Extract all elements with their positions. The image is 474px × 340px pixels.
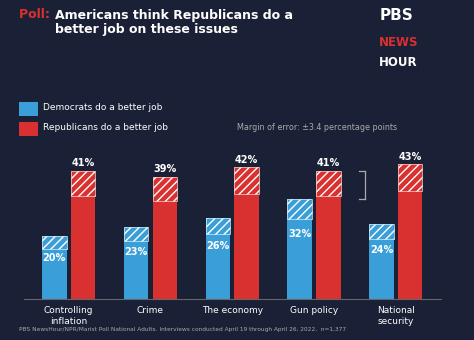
- Bar: [234, 167, 259, 299]
- Bar: [153, 177, 177, 201]
- Bar: [287, 199, 312, 299]
- Text: 23%: 23%: [125, 247, 148, 257]
- Text: 42%: 42%: [235, 155, 258, 165]
- Bar: [398, 164, 422, 191]
- Text: PBS: PBS: [379, 8, 413, 23]
- Bar: [287, 199, 312, 219]
- Bar: [398, 164, 422, 299]
- Text: Margin of error: ±3.4 percentage points: Margin of error: ±3.4 percentage points: [237, 123, 397, 132]
- Text: 32%: 32%: [288, 229, 311, 239]
- Text: 26%: 26%: [206, 241, 229, 251]
- Bar: [71, 171, 95, 196]
- Bar: [71, 171, 95, 299]
- Text: Republicans do a better job: Republicans do a better job: [43, 123, 168, 132]
- Text: 20%: 20%: [43, 253, 66, 264]
- Bar: [124, 227, 148, 299]
- Text: HOUR: HOUR: [379, 56, 418, 69]
- Bar: [369, 224, 394, 239]
- Text: 41%: 41%: [317, 158, 340, 168]
- Text: Democrats do a better job: Democrats do a better job: [43, 103, 162, 112]
- Bar: [369, 224, 394, 299]
- Text: NEWS: NEWS: [379, 36, 419, 49]
- Bar: [153, 177, 177, 299]
- Text: PBS NewsHour/NPR/Marist Poll National Adults. Interviews conducted April 19 thro: PBS NewsHour/NPR/Marist Poll National Ad…: [19, 326, 346, 332]
- Bar: [316, 171, 341, 299]
- Bar: [206, 218, 230, 234]
- Text: 41%: 41%: [72, 158, 95, 168]
- Bar: [42, 236, 67, 249]
- Text: Poll:: Poll:: [19, 8, 54, 21]
- Bar: [316, 171, 341, 196]
- Text: 24%: 24%: [370, 245, 393, 255]
- Bar: [42, 236, 67, 299]
- Text: Americans think Republicans do a
better job on these issues: Americans think Republicans do a better …: [55, 8, 292, 36]
- Text: 43%: 43%: [399, 152, 422, 162]
- Bar: [234, 167, 259, 194]
- Text: 39%: 39%: [153, 164, 176, 174]
- Bar: [206, 218, 230, 299]
- Bar: [124, 227, 148, 241]
